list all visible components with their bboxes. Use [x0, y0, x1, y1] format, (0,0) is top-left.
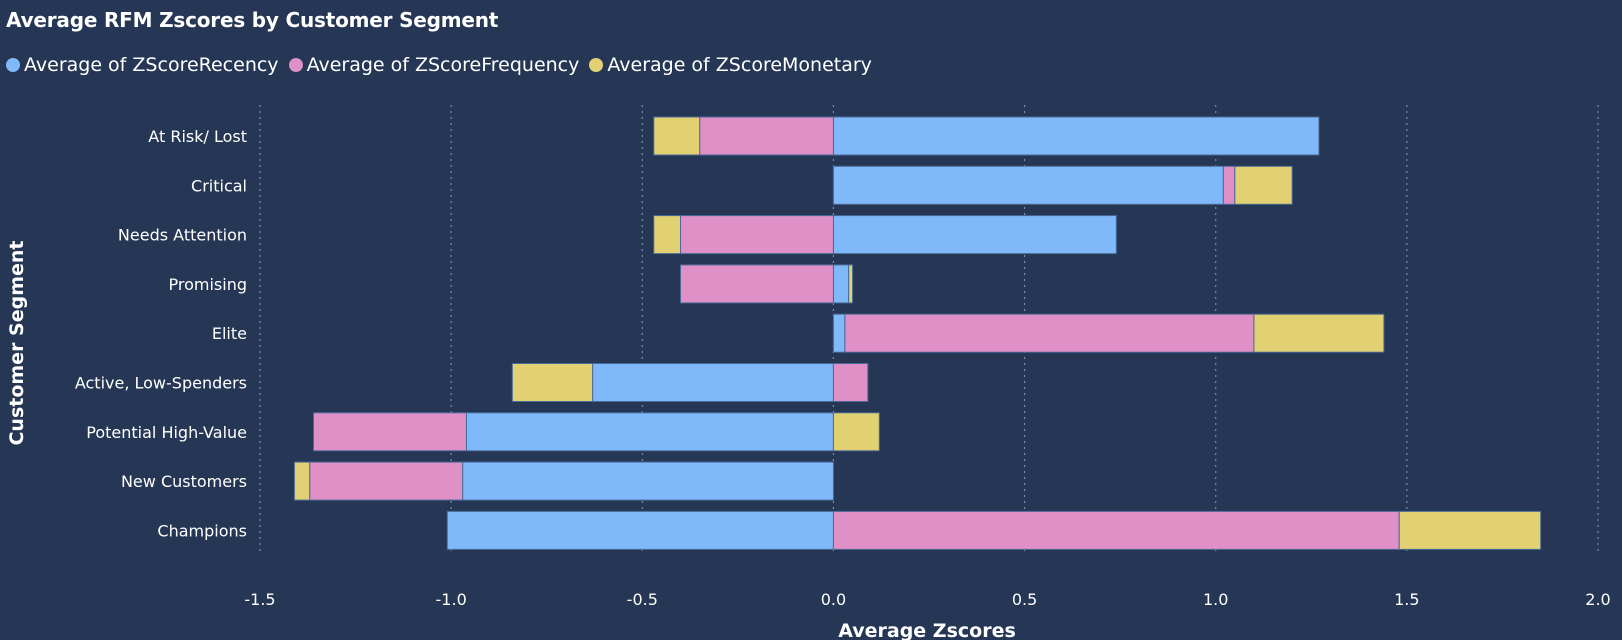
category-labels: At Risk/ Lost Critical Needs Attention Prom… — [75, 127, 247, 540]
x-tick-label: 1.5 — [1394, 590, 1419, 609]
bar-critical-recency[interactable] — [832, 165, 1224, 205]
legend-item-frequency[interactable]: Average of ZScoreFrequency — [288, 54, 580, 76]
category-label-active-low-spenders: Active, Low-Spenders — [75, 374, 247, 393]
category-label-at-risk-lost: At Risk/ Lost — [148, 127, 247, 146]
x-tick-label: -0.5 — [627, 590, 658, 609]
bar-promising-frequency[interactable] — [680, 264, 834, 304]
bar-potential-high-value-recency[interactable] — [465, 412, 834, 452]
bar-champions-recency[interactable] — [446, 510, 834, 550]
bar-active-low-spenders-monetary[interactable] — [511, 363, 594, 402]
bar-champions-monetary[interactable] — [1398, 510, 1542, 550]
x-tick-label: 0.0 — [821, 590, 846, 609]
category-label-champions: Champions — [157, 521, 247, 540]
bar-elite-monetary[interactable] — [1253, 313, 1385, 353]
bar-promising-recency[interactable] — [832, 264, 850, 304]
x-tick-label: -1.5 — [244, 590, 275, 609]
legend-label-frequency: Average of ZScoreFrequency — [306, 54, 580, 76]
bar-champions-frequency[interactable] — [832, 510, 1400, 550]
bar-new-customers-recency[interactable] — [462, 461, 834, 501]
category-label-promising: Promising — [169, 275, 248, 294]
legend-swatch-monetary — [589, 58, 604, 72]
bar-new-customers-frequency[interactable] — [309, 461, 464, 501]
legend-swatch-frequency — [288, 58, 303, 72]
x-tick-label: -1.0 — [436, 590, 467, 609]
category-label-potential-high-value: Potential High-Value — [86, 423, 247, 442]
bar-promising-monetary[interactable] — [848, 264, 854, 304]
x-axis-title: Average Zscores — [838, 620, 1016, 640]
bar-active-low-spenders-frequency[interactable] — [832, 363, 869, 402]
chart-title: Average RFM Zscores by Customer Segment — [6, 8, 499, 32]
bar-potential-high-value-frequency[interactable] — [313, 412, 467, 452]
chart-legend: Average of ZScoreRecency Average of ZSco… — [6, 54, 872, 76]
legend-label-recency: Average of ZScoreRecency — [24, 54, 279, 76]
bar-at-risk-lost-recency[interactable] — [832, 116, 1320, 156]
bars — [293, 116, 1542, 550]
bar-needs-attention-monetary[interactable] — [653, 215, 682, 255]
bar-elite-frequency[interactable] — [844, 313, 1255, 353]
category-label-elite: Elite — [212, 324, 247, 343]
bar-potential-high-value-monetary[interactable] — [832, 412, 880, 452]
bar-at-risk-lost-monetary[interactable] — [653, 116, 701, 156]
legend-item-recency[interactable]: Average of ZScoreRecency — [6, 54, 279, 76]
x-tick-label: 2.0 — [1585, 590, 1610, 609]
x-tick-label: 1.0 — [1203, 590, 1228, 609]
category-label-new-customers: New Customers — [121, 472, 247, 491]
bar-new-customers-monetary[interactable] — [293, 461, 311, 501]
bar-needs-attention-recency[interactable] — [832, 215, 1117, 255]
legend-swatch-recency — [6, 58, 20, 72]
y-axis-title: Customer Segment — [6, 240, 28, 445]
legend-item-monetary[interactable]: Average of ZScoreMonetary — [589, 54, 872, 76]
category-label-needs-attention: Needs Attention — [118, 226, 247, 245]
bar-needs-attention-frequency[interactable] — [680, 215, 834, 255]
bar-critical-frequency[interactable] — [1222, 165, 1236, 205]
x-tick-label: 0.5 — [1012, 590, 1037, 609]
x-tick-labels: -1.5 -1.0 -0.5 0.0 0.5 1.0 1.5 2.0 — [244, 590, 1610, 609]
legend-label-monetary: Average of ZScoreMonetary — [607, 54, 872, 76]
category-label-critical: Critical — [191, 176, 247, 195]
bar-at-risk-lost-frequency[interactable] — [699, 116, 834, 156]
bar-active-low-spenders-recency[interactable] — [592, 363, 834, 402]
bar-elite-recency[interactable] — [832, 313, 846, 353]
bar-critical-monetary[interactable] — [1234, 165, 1293, 205]
